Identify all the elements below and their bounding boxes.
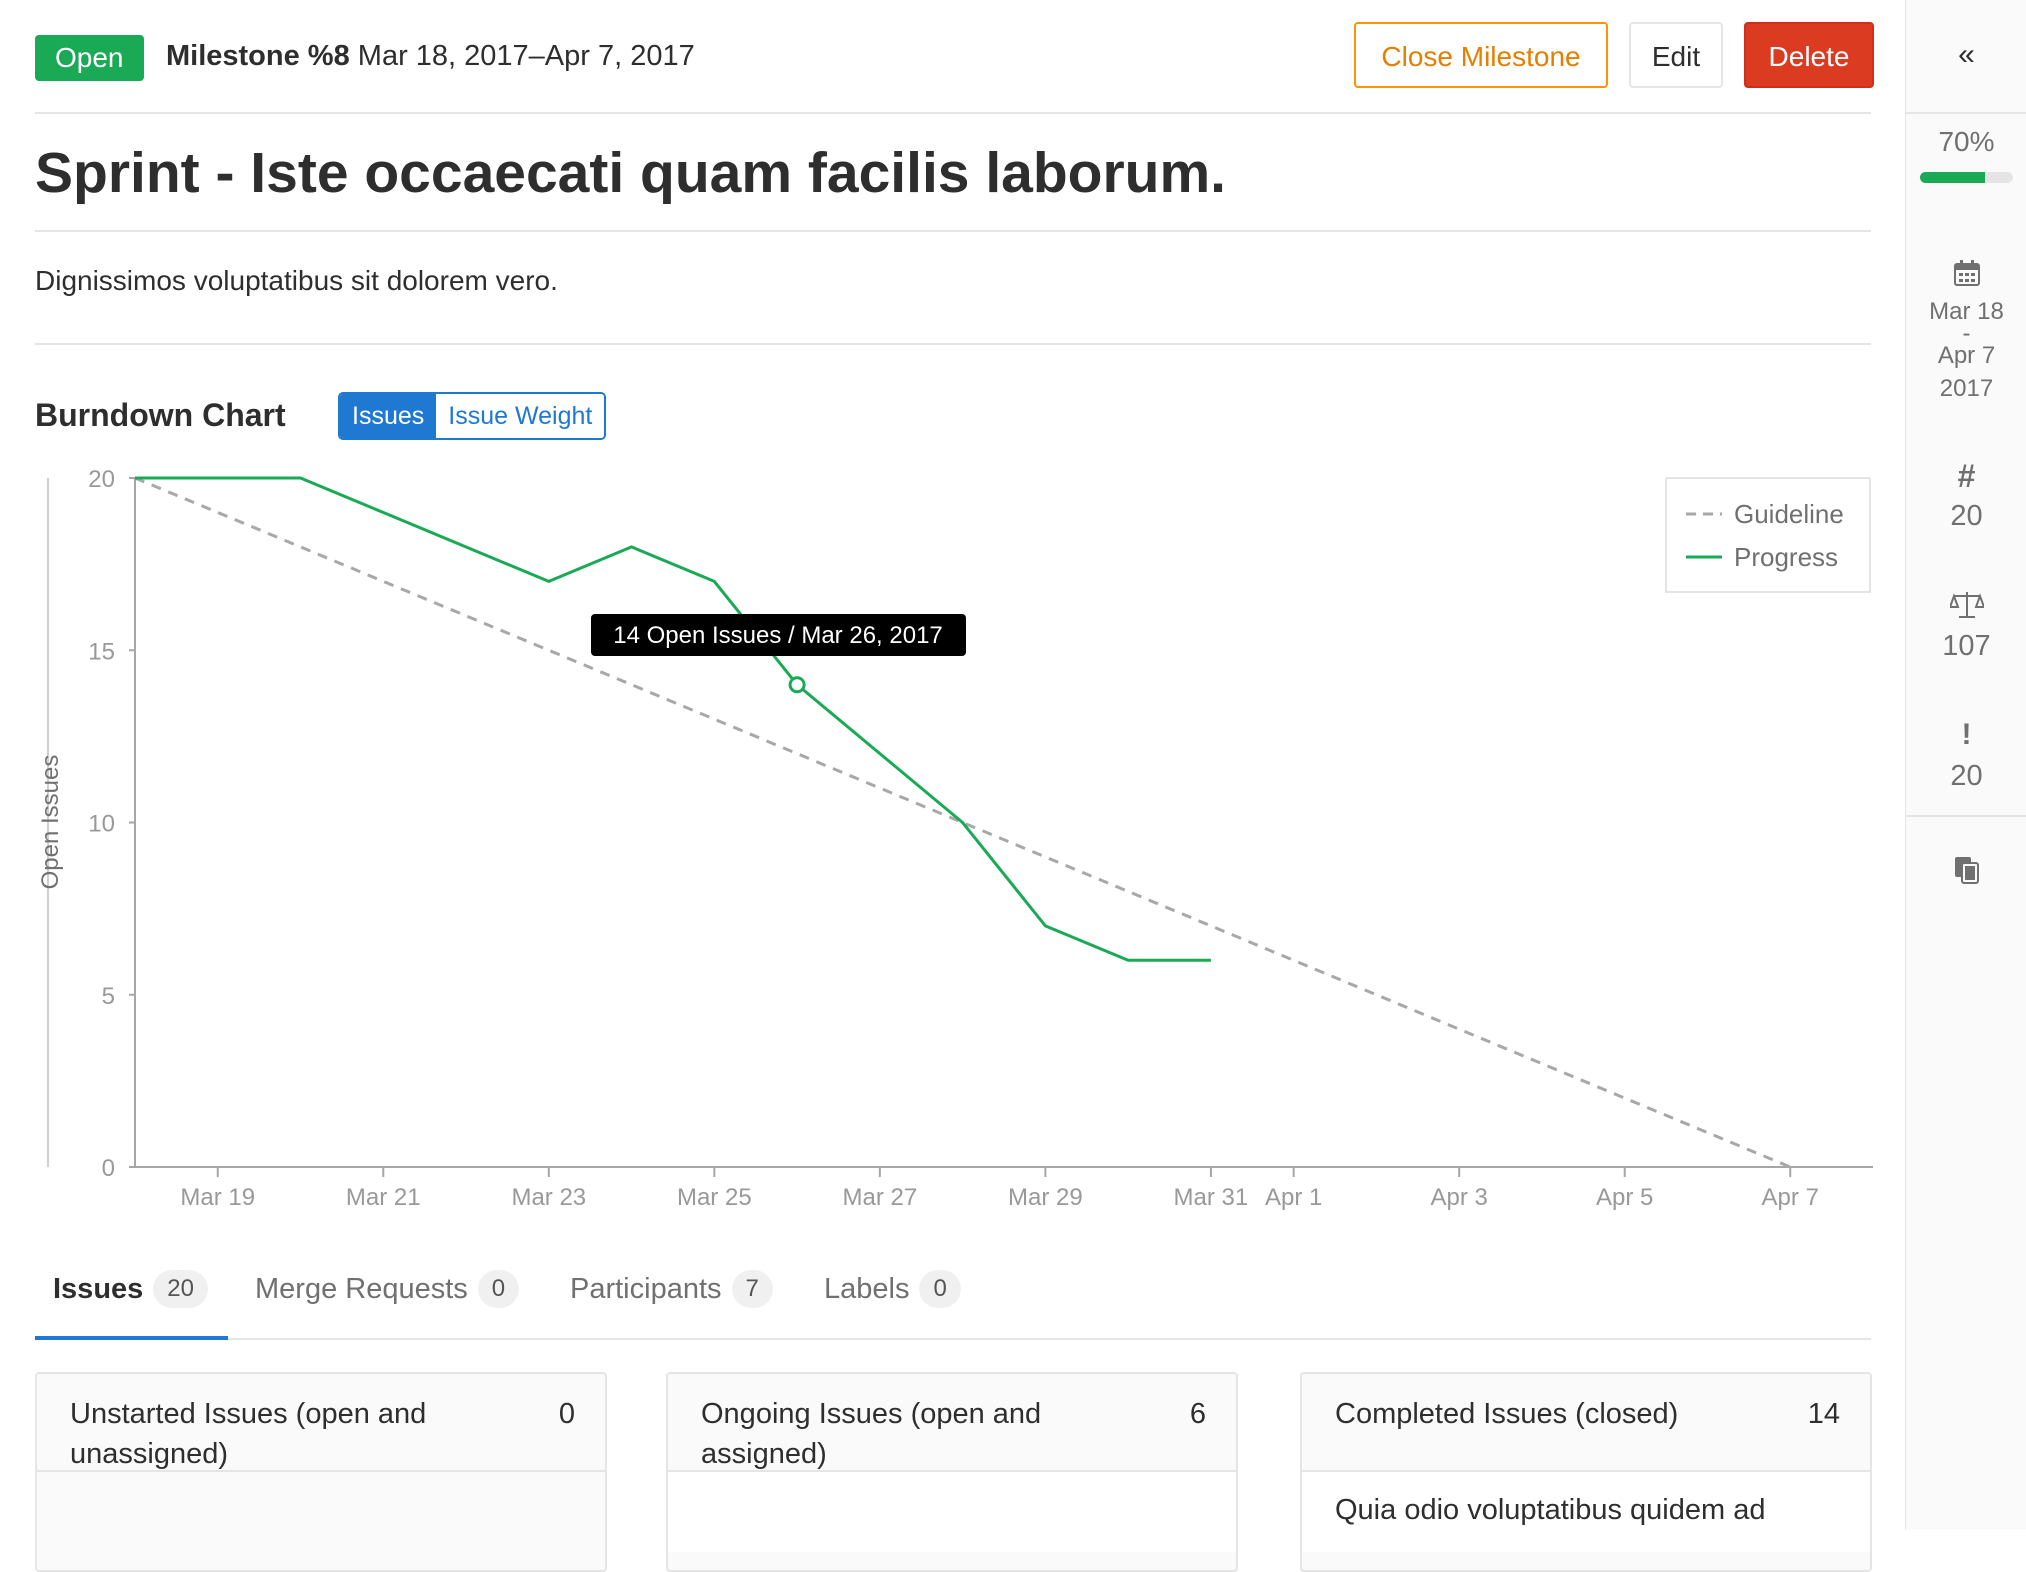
- tab-merge-requests-label: Merge Requests: [255, 1272, 468, 1305]
- legend-label: Progress: [1734, 542, 1838, 572]
- board-unstarted: Unstarted Issues (open and unassigned) 0: [35, 1372, 607, 1572]
- sidebar-progress-bar: [1920, 172, 2013, 183]
- legend-label: Guideline: [1734, 499, 1844, 529]
- x-tick-label: Apr 3: [1431, 1184, 1488, 1211]
- milestone-header: Open Milestone %8 Mar 18, 2017–Apr 7, 20…: [35, 0, 1874, 114]
- close-milestone-button[interactable]: Close Milestone: [1354, 22, 1608, 88]
- collapse-sidebar-icon[interactable]: «: [1958, 38, 1975, 71]
- board-count: 6: [1189, 1398, 1206, 1430]
- milestone-ref-dates: Milestone %8 Mar 18, 2017–Apr 7, 2017: [166, 40, 695, 73]
- sidebar-date-sep: -: [1962, 320, 1971, 347]
- active-tab-underline: [35, 1336, 228, 1340]
- y-tick-label: 20: [88, 466, 115, 493]
- scale-icon[interactable]: [1906, 590, 2026, 625]
- tooltip-text: 14 Open Issues / Mar 26, 2017: [613, 622, 943, 649]
- board-header: Completed Issues (closed) 14: [1302, 1374, 1870, 1472]
- sidebar-date-end: Apr 7: [1937, 342, 1996, 369]
- board-ongoing: Ongoing Issues (open and assigned) 6: [666, 1372, 1238, 1572]
- sidebar-weight: 107: [1942, 630, 1991, 662]
- exclamation-icon[interactable]: !: [1961, 718, 1972, 751]
- x-tick-label: Apr 1: [1265, 1184, 1322, 1211]
- y-axis-title: Open Issues: [37, 755, 64, 890]
- series-progress-line: [135, 476, 1211, 962]
- y-tick-label: 10: [88, 811, 115, 838]
- milestone-description: Dignissimos voluptatibus sit dolorem ver…: [35, 265, 1871, 345]
- tab-participants[interactable]: Participants 7: [570, 1270, 773, 1308]
- sidebar-divider: [1906, 112, 2026, 114]
- status-badge: Open: [35, 35, 144, 81]
- delete-button[interactable]: Delete: [1744, 22, 1874, 88]
- board-item[interactable]: [668, 1472, 1236, 1552]
- tab-labels-label: Labels: [824, 1272, 910, 1305]
- burndown-heading: Burndown Chart: [35, 397, 286, 433]
- board-count: 14: [1807, 1398, 1840, 1430]
- tab-issues[interactable]: Issues 20: [53, 1270, 208, 1308]
- tab-issues-label: Issues: [53, 1272, 144, 1305]
- board-header: Unstarted Issues (open and unassigned) 0: [37, 1374, 605, 1472]
- sidebar-progress-fill: [1920, 172, 1986, 183]
- tab-merge-requests[interactable]: Merge Requests 0: [255, 1270, 520, 1308]
- x-tick-label: Mar 29: [1008, 1184, 1083, 1211]
- page-title: Sprint - Iste occaecati quam facilis lab…: [35, 140, 1871, 232]
- tab-merge-requests-count: 0: [477, 1270, 520, 1308]
- hash-icon[interactable]: #: [1957, 458, 1976, 494]
- board-title: Unstarted Issues (open and unassigned): [70, 1398, 427, 1470]
- tooltip-box: [591, 614, 966, 656]
- tab-labels[interactable]: Labels 0: [824, 1270, 961, 1308]
- sidebar-progress-percent: 70%: [1938, 126, 1995, 157]
- tab-participants-count: 7: [731, 1270, 773, 1308]
- board-title: Completed Issues (closed): [1335, 1398, 1679, 1430]
- board-count: 0: [558, 1398, 575, 1430]
- toggle-issue-weight-button[interactable]: Issue Weight: [436, 394, 605, 438]
- edit-button[interactable]: Edit: [1629, 22, 1723, 88]
- x-tick-label: Mar 19: [180, 1184, 255, 1211]
- burndown-chart: 0 5 10 15 20 Open Issues Mar 19 Mar 21 Mar 23 Mar…: [37, 466, 1873, 1211]
- milestone-main: Open Milestone %8 Mar 18, 2017–Apr 7, 20…: [35, 0, 1874, 1572]
- sidebar-open-count: 20: [1950, 760, 1983, 792]
- board-title: Ongoing Issues (open and assigned): [701, 1398, 1042, 1470]
- milestone-ref: Milestone %8: [166, 40, 350, 72]
- series-guideline-line: [134, 476, 1791, 1169]
- board-header: Ongoing Issues (open and assigned) 6: [668, 1374, 1236, 1472]
- copy-reference-icon[interactable]: [1906, 855, 2026, 890]
- toggle-issues-button[interactable]: Issues: [340, 394, 437, 438]
- board-item[interactable]: Quia odio voluptatibus quidem ad: [1302, 1472, 1870, 1552]
- sidebar-divider: [1906, 815, 2026, 817]
- legend-box: [1665, 477, 1871, 593]
- sidebar-issues-count: 20: [1950, 500, 1983, 532]
- x-tick-label: Mar 21: [346, 1184, 421, 1211]
- sidebar-date-year: 2017: [1939, 375, 1994, 402]
- x-tick-label: Mar 31: [1174, 1184, 1249, 1211]
- board-completed: Completed Issues (closed) 14 Quia odio v…: [1300, 1372, 1872, 1572]
- x-tick-label: Apr 7: [1762, 1184, 1819, 1211]
- milestone-tabs: Issues 20 Merge Requests 0 Participants …: [35, 1240, 1871, 1340]
- x-tick-label: Mar 27: [843, 1184, 918, 1211]
- calendar-icon[interactable]: [1906, 258, 2026, 293]
- x-tick-label: Mar 23: [511, 1184, 586, 1211]
- right-sidebar: « 70% Mar 18 - Apr 7 2017 # 20 107: [1905, 0, 2026, 1530]
- tab-issues-count: 20: [153, 1270, 208, 1308]
- y-tick-label: 0: [102, 1155, 115, 1182]
- tab-participants-label: Participants: [570, 1272, 722, 1305]
- x-tick-label: Apr 5: [1596, 1184, 1653, 1211]
- chart-toggle: Issues Issue Weight: [338, 392, 607, 440]
- x-tick-label: Mar 25: [677, 1184, 752, 1211]
- y-tick-label: 15: [88, 638, 115, 665]
- tab-labels-count: 0: [919, 1270, 961, 1308]
- y-tick-label: 5: [102, 983, 115, 1010]
- tooltip-marker: [788, 676, 806, 694]
- milestone-date-range: Mar 18, 2017–Apr 7, 2017: [357, 40, 695, 72]
- sidebar-date-start: Mar 18: [1929, 298, 2004, 325]
